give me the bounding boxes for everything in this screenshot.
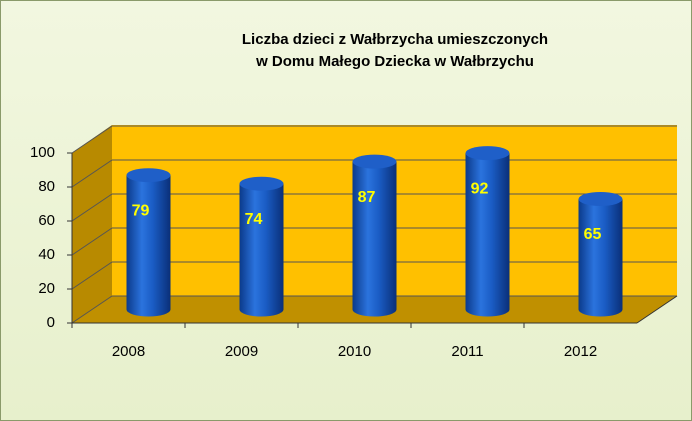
bar bbox=[126, 168, 171, 317]
value-label: 87 bbox=[358, 189, 376, 206]
grid-line bbox=[71, 125, 113, 154]
bar bbox=[578, 192, 623, 317]
bar-body bbox=[352, 161, 397, 317]
bar-body bbox=[126, 175, 171, 317]
y-tick-label: 60 bbox=[38, 212, 55, 229]
bar bbox=[465, 146, 510, 317]
chart-title: w Domu Małego Dziecka w Wałbrzychu bbox=[255, 53, 534, 70]
value-label: 65 bbox=[584, 226, 602, 243]
y-tick-label: 100 bbox=[30, 144, 55, 161]
bar bbox=[352, 154, 397, 317]
bar-top bbox=[352, 154, 397, 169]
bar-body bbox=[578, 199, 623, 317]
y-tick-label: 80 bbox=[38, 178, 55, 195]
chart-title: Liczba dzieci z Wałbrzycha umieszczonych bbox=[242, 31, 548, 48]
value-label: 74 bbox=[245, 211, 263, 228]
axis bbox=[636, 295, 678, 324]
grid-line bbox=[71, 261, 113, 290]
bar-body bbox=[239, 183, 284, 317]
grid-line bbox=[71, 295, 113, 324]
y-tick-label: 20 bbox=[38, 280, 55, 297]
y-tick-label: 40 bbox=[38, 246, 55, 263]
grid-line bbox=[71, 159, 113, 188]
grid-line bbox=[71, 193, 113, 222]
side-wall bbox=[72, 125, 112, 323]
bar-top bbox=[465, 146, 510, 161]
bar bbox=[239, 176, 284, 317]
bar-top bbox=[126, 168, 171, 183]
grid-line bbox=[71, 227, 113, 256]
x-tick-label: 2011 bbox=[451, 343, 483, 360]
bar-top bbox=[239, 176, 284, 191]
x-tick-label: 2009 bbox=[225, 343, 258, 360]
y-tick-label: 0 bbox=[47, 314, 55, 331]
value-label: 92 bbox=[471, 180, 489, 197]
x-tick-label: 2012 bbox=[564, 343, 597, 360]
x-tick-label: 2008 bbox=[112, 343, 145, 360]
value-label: 79 bbox=[132, 202, 150, 219]
x-tick-label: 2010 bbox=[338, 343, 371, 360]
bar-top bbox=[578, 192, 623, 206]
bar-body bbox=[465, 153, 510, 317]
